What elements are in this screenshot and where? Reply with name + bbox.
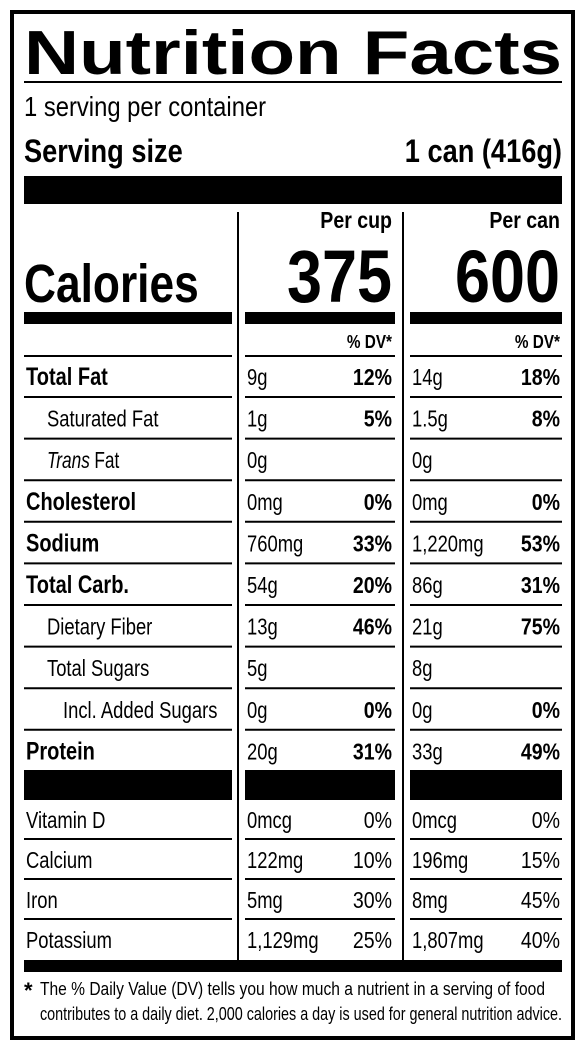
amount: 86g [412,572,443,598]
daily-value: 75% [521,614,560,640]
nutrient-name: Dietary Fiber [47,614,153,640]
daily-value: 53% [521,530,560,556]
daily-value: 30% [353,887,392,913]
vitamin-name: Iron [26,887,58,913]
amount: 0mg [412,489,448,515]
amount: 0g [247,697,267,723]
thick-bar [410,770,562,800]
nutrient-name: Total Sugars [47,655,149,681]
dv-header: % DV* [515,332,560,352]
thick-bar [410,312,562,324]
amount: 0mcg [412,807,457,833]
daily-value: 0% [364,489,392,515]
amount: 9g [247,364,267,390]
serving-size-value: 1 can (416g) [405,133,562,169]
amount: 8mg [412,887,448,913]
amount: 21g [412,614,443,640]
thick-bar [24,312,232,324]
daily-value: 25% [353,927,392,953]
nutrient-name-italic: Trans [47,447,90,473]
amount: 760mg [247,530,303,556]
amount: 5g [247,655,267,681]
nutrient-name: Total Carb. [26,571,129,599]
amount: 5mg [247,887,283,913]
daily-value: 12% [353,364,392,390]
thick-bar [24,770,232,800]
vitamin-name: Vitamin D [26,807,105,833]
daily-value: 0% [364,807,392,833]
thick-bar [245,770,395,800]
servings: 1 serving per container [24,91,266,122]
daily-value: 49% [521,738,560,764]
daily-value: 0% [364,697,392,723]
calories-value: 600 [455,235,560,318]
daily-value: 10% [353,847,392,873]
amount: 0g [412,447,432,473]
nutrient-name: Total Fat [26,363,108,391]
daily-value: 0% [532,489,560,515]
amount: 13g [247,614,278,640]
nutrient-name: Sodium [26,529,99,557]
dv-header: % DV* [347,332,392,352]
footnote-line: contributes to a daily diet. 2,000 calor… [40,1004,562,1024]
vitamin-name: Potassium [26,927,112,953]
daily-value: 33% [353,530,392,556]
nutrient-name: Cholesterol [26,488,136,516]
column-header: Per can [489,207,560,233]
amount: 33g [412,738,443,764]
thick-bar [24,176,562,204]
nutrient-name: TransFat [47,447,120,473]
amount: 122mg [247,847,303,873]
serving-size-label: Serving size [24,133,183,169]
amount: 196mg [412,847,468,873]
amount: 1,807mg [412,927,484,953]
daily-value: 5% [364,406,392,432]
amount: 0g [412,697,432,723]
column-header: Per cup [320,207,392,233]
daily-value: 20% [353,572,392,598]
footnote-marker: * [24,978,33,1003]
daily-value: 45% [521,887,560,913]
daily-value: 40% [521,927,560,953]
footnote-line: The % Daily Value (DV) tells you how muc… [40,979,545,999]
calories-label: Calories [24,254,199,314]
nutrient-name: Saturated Fat [47,406,159,432]
nutrient-name: Fat [94,447,119,473]
amount: 20g [247,738,278,764]
daily-value: 31% [353,738,392,764]
thick-bar [245,312,395,324]
nutrient-name: Protein [26,737,95,765]
amount: 54g [247,572,278,598]
amount: 1g [247,406,267,432]
nutrient-name: Incl. Added Sugars [63,697,217,723]
daily-value: 31% [521,572,560,598]
amount: 0mcg [247,807,292,833]
amount: 0mg [247,489,283,515]
daily-value: 0% [532,697,560,723]
thick-bar [24,960,562,972]
daily-value: 46% [353,614,392,640]
calories-value: 375 [287,235,392,318]
amount: 0g [247,447,267,473]
vitamin-name: Calcium [26,847,92,873]
amount: 1,129mg [247,927,319,953]
daily-value: 18% [521,364,560,390]
title: Nutrition Facts [24,19,562,88]
amount: 14g [412,364,443,390]
daily-value: 0% [532,807,560,833]
amount: 1,220mg [412,530,484,556]
amount: 1.5g [412,406,448,432]
label-border [10,10,575,1040]
amount: 8g [412,655,432,681]
daily-value: 15% [521,847,560,873]
daily-value: 8% [532,406,560,432]
